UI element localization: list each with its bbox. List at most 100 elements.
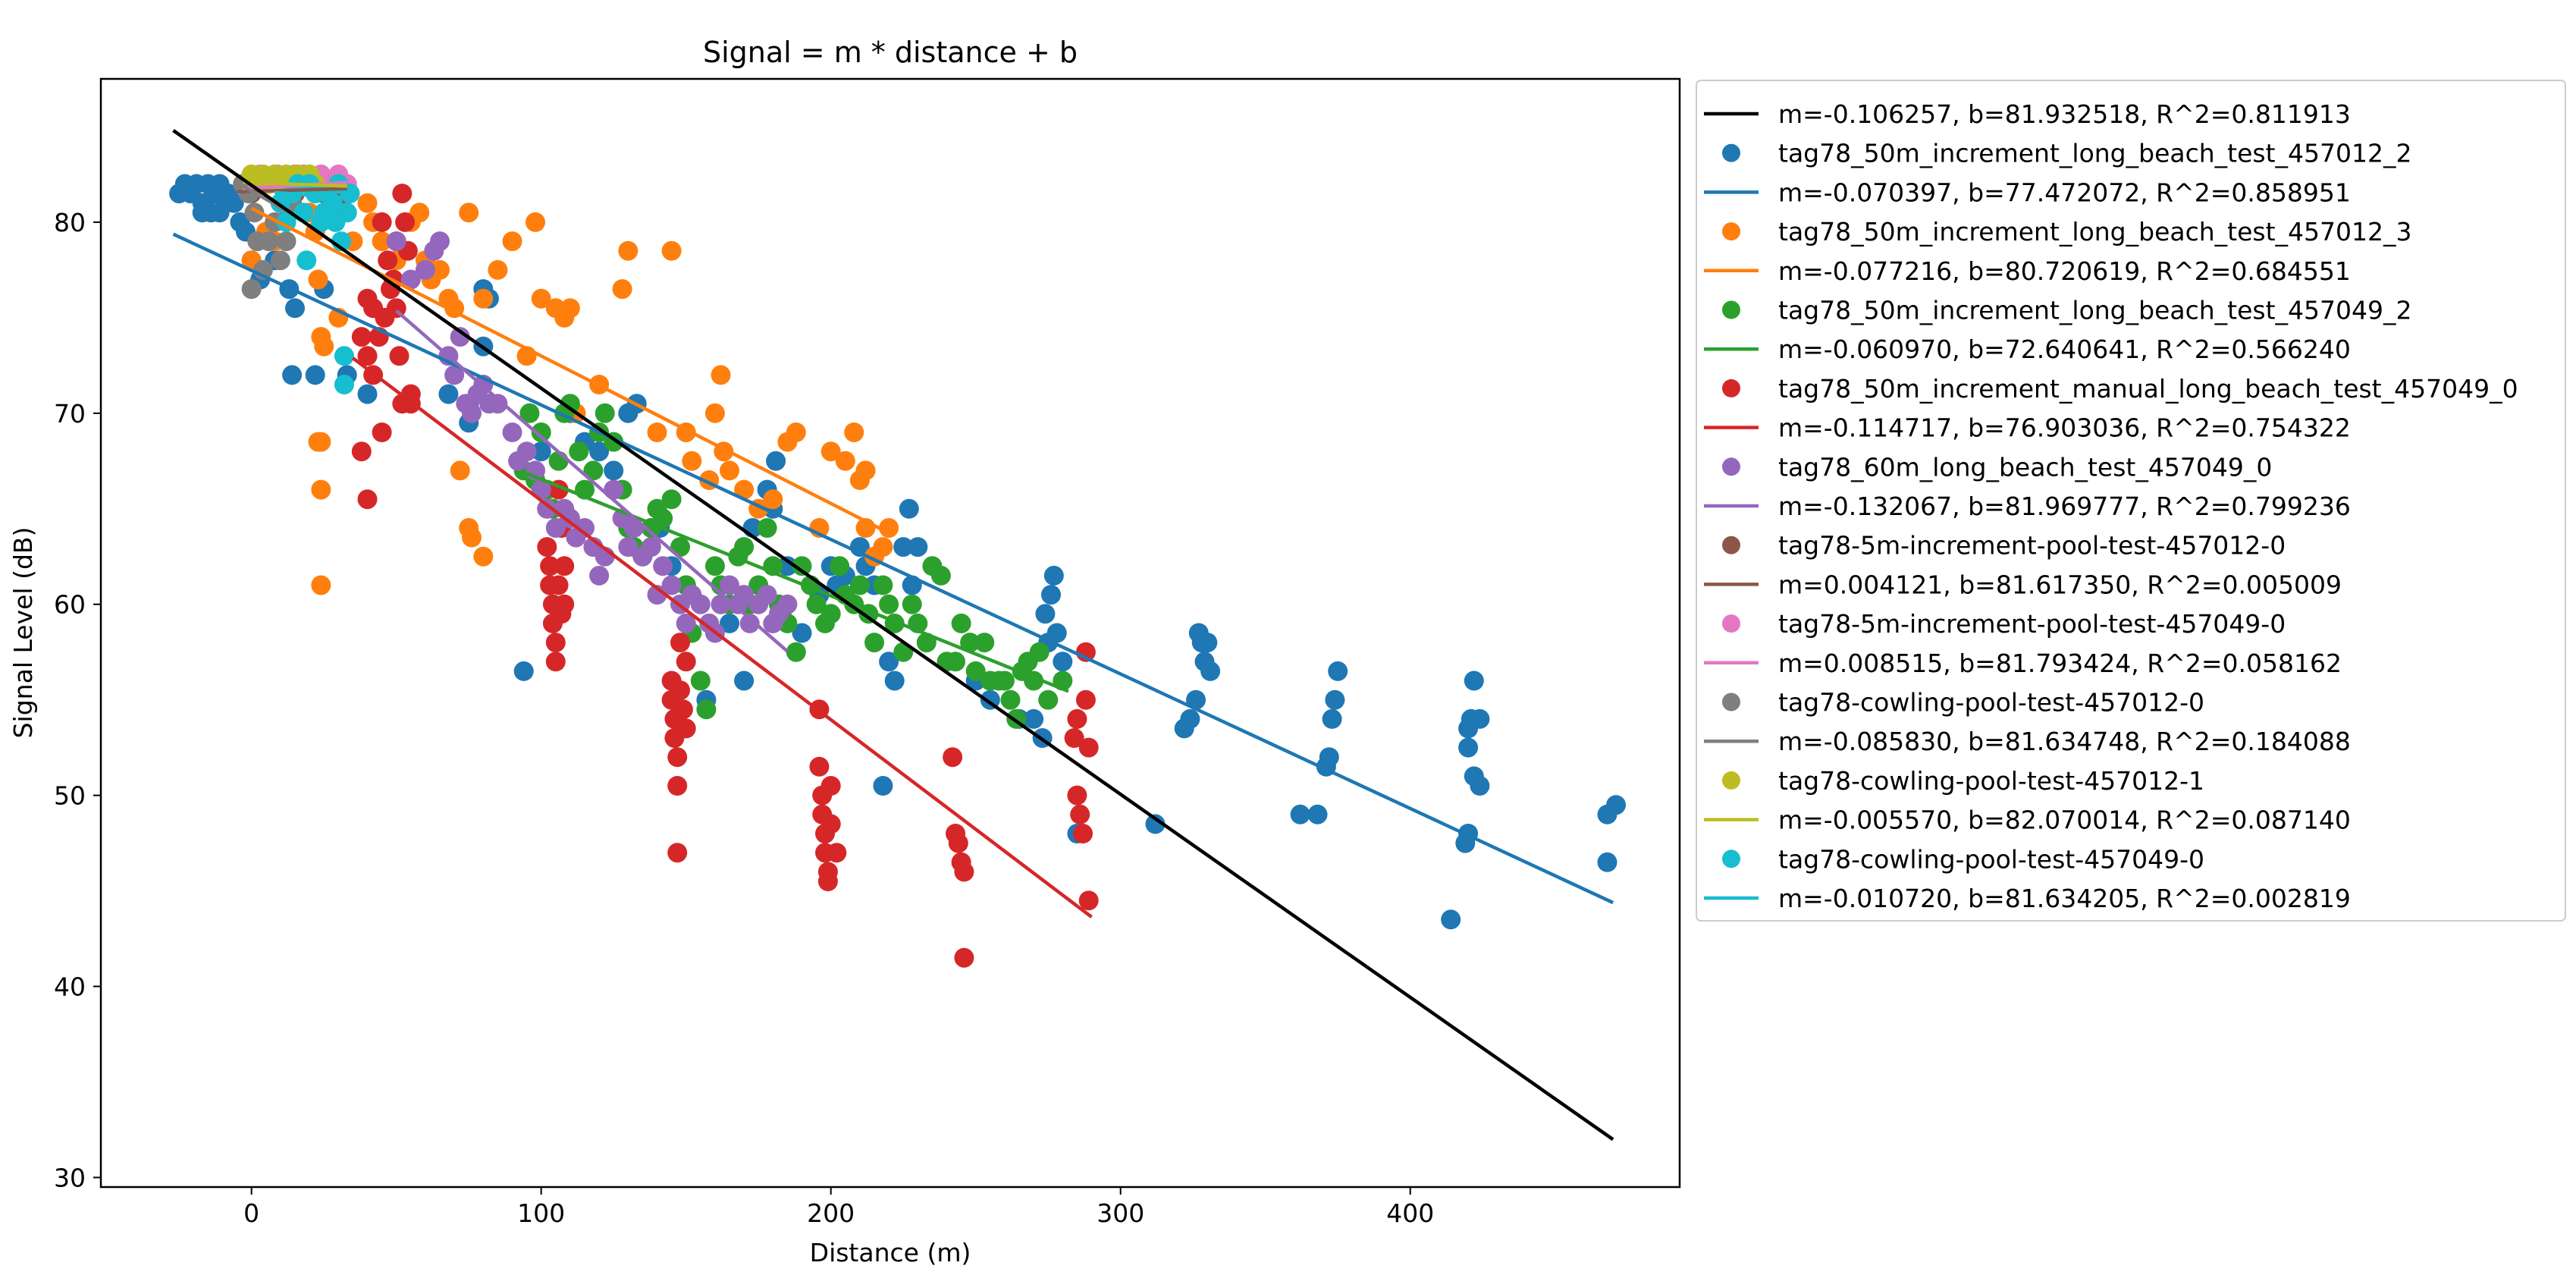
legend-marker-swatch xyxy=(1722,143,1740,162)
data-point xyxy=(604,460,624,481)
y-tick-label: 40 xyxy=(54,972,86,1002)
x-tick-label: 300 xyxy=(1097,1198,1144,1228)
fit-line-1 xyxy=(250,206,890,535)
y-tick-label: 60 xyxy=(54,590,86,620)
data-point xyxy=(766,451,786,471)
data-point xyxy=(537,498,557,519)
data-point xyxy=(974,633,995,653)
data-point xyxy=(1029,642,1050,662)
y-tick-label: 50 xyxy=(54,781,86,811)
legend-label: tag78-cowling-pool-test-457012-1 xyxy=(1778,766,2204,796)
data-point xyxy=(1290,804,1310,824)
data-point xyxy=(612,279,632,300)
data-point xyxy=(372,212,392,232)
data-point xyxy=(1307,804,1328,824)
data-point xyxy=(351,441,372,462)
legend-label: tag78_50m_increment_long_beach_test_4570… xyxy=(1778,217,2412,247)
data-point xyxy=(583,460,604,481)
data-point xyxy=(720,613,739,633)
legend-label: m=-0.114717, b=76.903036, R^2=0.754322 xyxy=(1778,413,2351,443)
data-point xyxy=(647,422,667,442)
data-point xyxy=(438,384,459,404)
legend-label: tag78-5m-increment-pool-test-457012-0 xyxy=(1778,531,2286,561)
data-point xyxy=(908,537,928,557)
data-point xyxy=(285,298,305,319)
data-point xyxy=(502,231,522,252)
data-point xyxy=(516,441,537,462)
data-point xyxy=(450,327,470,347)
fit-line-0 xyxy=(172,232,1614,905)
legend-label: tag78-cowling-pool-test-457049-0 xyxy=(1778,844,2204,874)
plot-marks xyxy=(169,129,1626,1142)
data-point xyxy=(1043,565,1064,586)
data-point xyxy=(430,231,450,252)
data-point xyxy=(357,193,378,213)
data-point xyxy=(1197,633,1218,653)
data-point xyxy=(560,394,580,414)
legend-label: m=-0.077216, b=80.720619, R^2=0.684551 xyxy=(1778,256,2351,286)
legend-label: m=0.008515, b=81.793424, R^2=0.058162 xyxy=(1778,649,2342,678)
data-point xyxy=(531,422,551,442)
data-point xyxy=(488,259,508,280)
legend-label: tag78_60m_long_beach_test_457049_0 xyxy=(1778,452,2272,482)
data-point xyxy=(224,193,244,213)
data-point xyxy=(1038,689,1059,710)
data-point xyxy=(415,259,435,280)
data-point xyxy=(1325,689,1345,710)
legend-marker-swatch xyxy=(1722,614,1740,633)
data-point xyxy=(554,594,575,614)
data-point xyxy=(817,872,838,891)
data-point xyxy=(259,231,279,252)
data-point xyxy=(676,652,696,672)
legend-label: m=-0.085830, b=81.634748, R^2=0.184088 xyxy=(1778,727,2351,756)
data-point xyxy=(575,518,595,538)
fit-line-3 xyxy=(351,356,1093,919)
data-point xyxy=(820,776,841,796)
data-point xyxy=(661,489,682,510)
plot-area xyxy=(169,129,1626,1142)
legend-marker-swatch xyxy=(1722,693,1740,711)
data-point xyxy=(462,527,482,548)
data-point xyxy=(311,479,331,500)
data-point xyxy=(545,652,566,672)
data-point xyxy=(835,451,855,471)
data-point xyxy=(311,575,331,595)
legend-label: tag78_50m_increment_manual_long_beach_te… xyxy=(1778,374,2518,404)
data-point xyxy=(734,671,755,691)
data-point xyxy=(682,451,702,471)
data-point xyxy=(879,518,899,538)
data-point xyxy=(1041,585,1061,605)
data-point xyxy=(844,422,864,442)
data-point xyxy=(647,585,667,605)
data-point xyxy=(531,288,551,309)
data-point xyxy=(965,661,986,681)
data-point xyxy=(1180,708,1200,729)
data-point xyxy=(820,604,841,624)
data-point xyxy=(1319,747,1339,768)
data-point xyxy=(595,403,615,423)
data-point xyxy=(409,203,430,223)
data-point xyxy=(444,365,465,385)
data-point xyxy=(777,594,798,614)
data-point xyxy=(855,460,876,481)
data-point xyxy=(893,537,914,557)
data-point xyxy=(820,441,841,462)
data-point xyxy=(951,613,971,633)
data-point xyxy=(395,212,416,232)
legend-label: tag78-cowling-pool-test-457012-0 xyxy=(1778,688,2204,718)
data-point xyxy=(308,269,328,290)
axis-ticks: 0 100 200 300 400 30 40 50 60 70 80 xyxy=(54,208,1434,1228)
legend-marker-swatch xyxy=(1722,378,1740,397)
data-point xyxy=(661,240,682,261)
data-point xyxy=(311,432,331,452)
data-point xyxy=(459,203,479,223)
legend-marker-swatch xyxy=(1722,850,1740,868)
data-point xyxy=(1064,728,1084,748)
data-point xyxy=(960,633,981,653)
data-point xyxy=(334,346,354,366)
data-point xyxy=(1067,785,1087,806)
data-point xyxy=(1053,652,1073,672)
legend-marker-swatch xyxy=(1722,222,1740,241)
data-point xyxy=(1035,604,1056,624)
